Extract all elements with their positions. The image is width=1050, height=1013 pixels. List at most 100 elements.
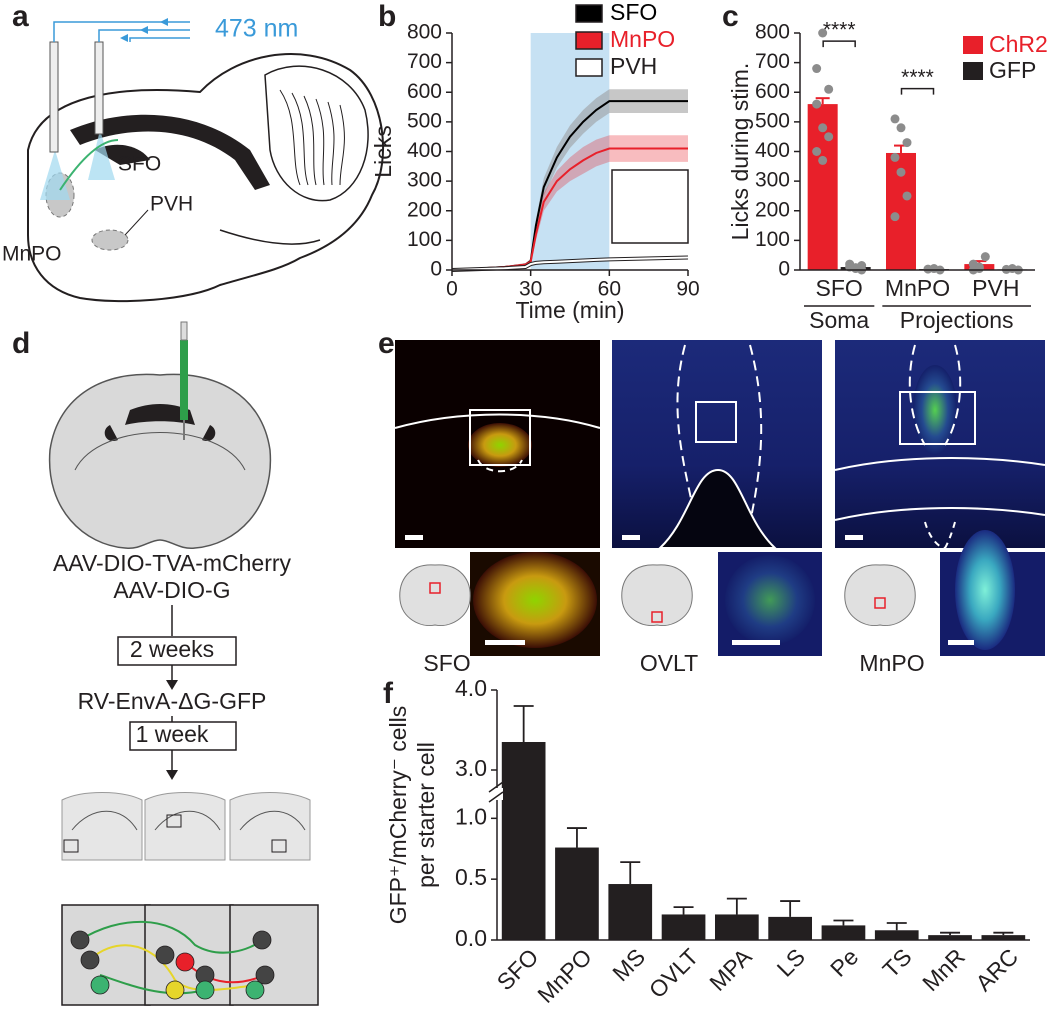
connection bbox=[79, 920, 263, 954]
neuron bbox=[195, 980, 215, 1000]
region-pvh bbox=[91, 229, 129, 251]
y-tick-label: 500 bbox=[407, 109, 442, 132]
region-label: OVLT bbox=[640, 650, 698, 676]
y-tick-label: 0.0 bbox=[455, 925, 487, 951]
sig-bracket bbox=[900, 87, 935, 95]
data-point bbox=[890, 152, 900, 162]
legend-label: MnPO bbox=[610, 26, 675, 52]
step-label: AAV-DIO-TVA-mCherry bbox=[53, 550, 292, 576]
data-point bbox=[890, 114, 900, 124]
data-point bbox=[824, 84, 834, 94]
inset-signal bbox=[473, 552, 597, 648]
y-tick-label: 100 bbox=[407, 228, 442, 251]
y-tick-label: 200 bbox=[755, 198, 790, 221]
coronal-icon bbox=[844, 564, 916, 627]
step-box bbox=[129, 721, 237, 751]
wavelength: 473 nm bbox=[215, 15, 298, 43]
y-axis-label: per starter cell bbox=[413, 742, 439, 888]
data-point bbox=[818, 28, 828, 38]
y-tick-label: 700 bbox=[755, 50, 790, 73]
y-tick-label: 0.5 bbox=[455, 864, 487, 890]
bar bbox=[874, 930, 919, 940]
y-axis-label: GFP⁺/mCherry⁻ cells bbox=[385, 706, 411, 925]
bar bbox=[661, 914, 706, 940]
coronal-section bbox=[48, 373, 272, 549]
step-box bbox=[117, 636, 237, 666]
y-tick-label: 400 bbox=[755, 139, 790, 162]
x-tick-label: MPA bbox=[704, 943, 757, 996]
y-tick-label: 300 bbox=[755, 169, 790, 192]
neuron bbox=[155, 945, 175, 965]
legend-swatch bbox=[575, 31, 603, 50]
region-label: PVH bbox=[150, 193, 193, 216]
neuron bbox=[255, 965, 275, 985]
neuron bbox=[175, 952, 195, 972]
axis-break bbox=[488, 791, 504, 803]
sig-bracket bbox=[822, 40, 856, 48]
scale-bar bbox=[405, 535, 423, 540]
scale-bar bbox=[485, 640, 525, 645]
zoom-box bbox=[271, 839, 287, 853]
syringe-barrel bbox=[180, 321, 188, 341]
legend-swatch bbox=[963, 36, 983, 54]
roi-box bbox=[899, 391, 976, 445]
brainstem bbox=[219, 229, 321, 245]
y-tick-label: 1.0 bbox=[455, 803, 487, 829]
connection bbox=[99, 974, 206, 995]
mnpo-signal bbox=[913, 365, 957, 455]
data-point bbox=[890, 212, 900, 222]
pointer bbox=[124, 209, 149, 236]
folia bbox=[279, 89, 301, 186]
fiber-glow bbox=[88, 130, 115, 180]
panel-label: e bbox=[378, 327, 395, 360]
coronal-icon bbox=[621, 564, 693, 627]
coronal-icon bbox=[399, 564, 471, 627]
ventricle-shape bbox=[657, 468, 778, 549]
y-tick-label: 200 bbox=[407, 198, 442, 221]
legend-label: PVH bbox=[610, 53, 657, 79]
folia bbox=[339, 104, 345, 186]
data-point bbox=[812, 99, 822, 109]
legend-swatch bbox=[575, 4, 603, 23]
y-tick-label: 0 bbox=[430, 258, 442, 281]
roi-box bbox=[469, 409, 531, 466]
boundary bbox=[477, 459, 523, 473]
icon-roi bbox=[651, 611, 663, 623]
legend-swatch bbox=[963, 62, 983, 80]
optic-fiber bbox=[49, 41, 59, 153]
region-label: MnPO bbox=[859, 650, 924, 676]
step-label: 1 week bbox=[136, 721, 209, 747]
neuron bbox=[90, 975, 110, 995]
syringe-body bbox=[180, 340, 188, 420]
step-label: AAV-DIO-G bbox=[113, 577, 230, 603]
boundary bbox=[924, 521, 956, 549]
error-band bbox=[452, 89, 688, 270]
x-tick-label: MnPO bbox=[885, 275, 950, 301]
optic-fiber bbox=[94, 41, 104, 135]
y-tick-label: 600 bbox=[755, 80, 790, 103]
axis-break-gap bbox=[489, 788, 503, 800]
y-tick-label: 400 bbox=[407, 139, 442, 162]
section-detail bbox=[239, 810, 306, 831]
data-point bbox=[812, 147, 822, 156]
x-tick-label: TS bbox=[877, 943, 916, 982]
x-axis-label: Time (min) bbox=[515, 297, 624, 323]
panel-label: a bbox=[12, 0, 29, 33]
data-point bbox=[818, 123, 828, 133]
folia bbox=[291, 92, 309, 186]
y-tick-label: 4.0 bbox=[455, 675, 487, 701]
x-tick-label: Pe bbox=[825, 943, 863, 981]
sfo-signal bbox=[468, 423, 532, 467]
neuron bbox=[80, 950, 100, 970]
boundary bbox=[908, 344, 962, 446]
cerebellum bbox=[264, 65, 369, 202]
folia bbox=[327, 101, 335, 186]
data-point bbox=[896, 167, 906, 177]
data-point bbox=[824, 132, 834, 142]
bar bbox=[714, 914, 759, 940]
axis-break bbox=[488, 781, 504, 793]
y-axis-label: Licks bbox=[370, 125, 396, 177]
x-tick-label: MnR bbox=[917, 943, 970, 996]
boundary bbox=[834, 457, 1046, 521]
